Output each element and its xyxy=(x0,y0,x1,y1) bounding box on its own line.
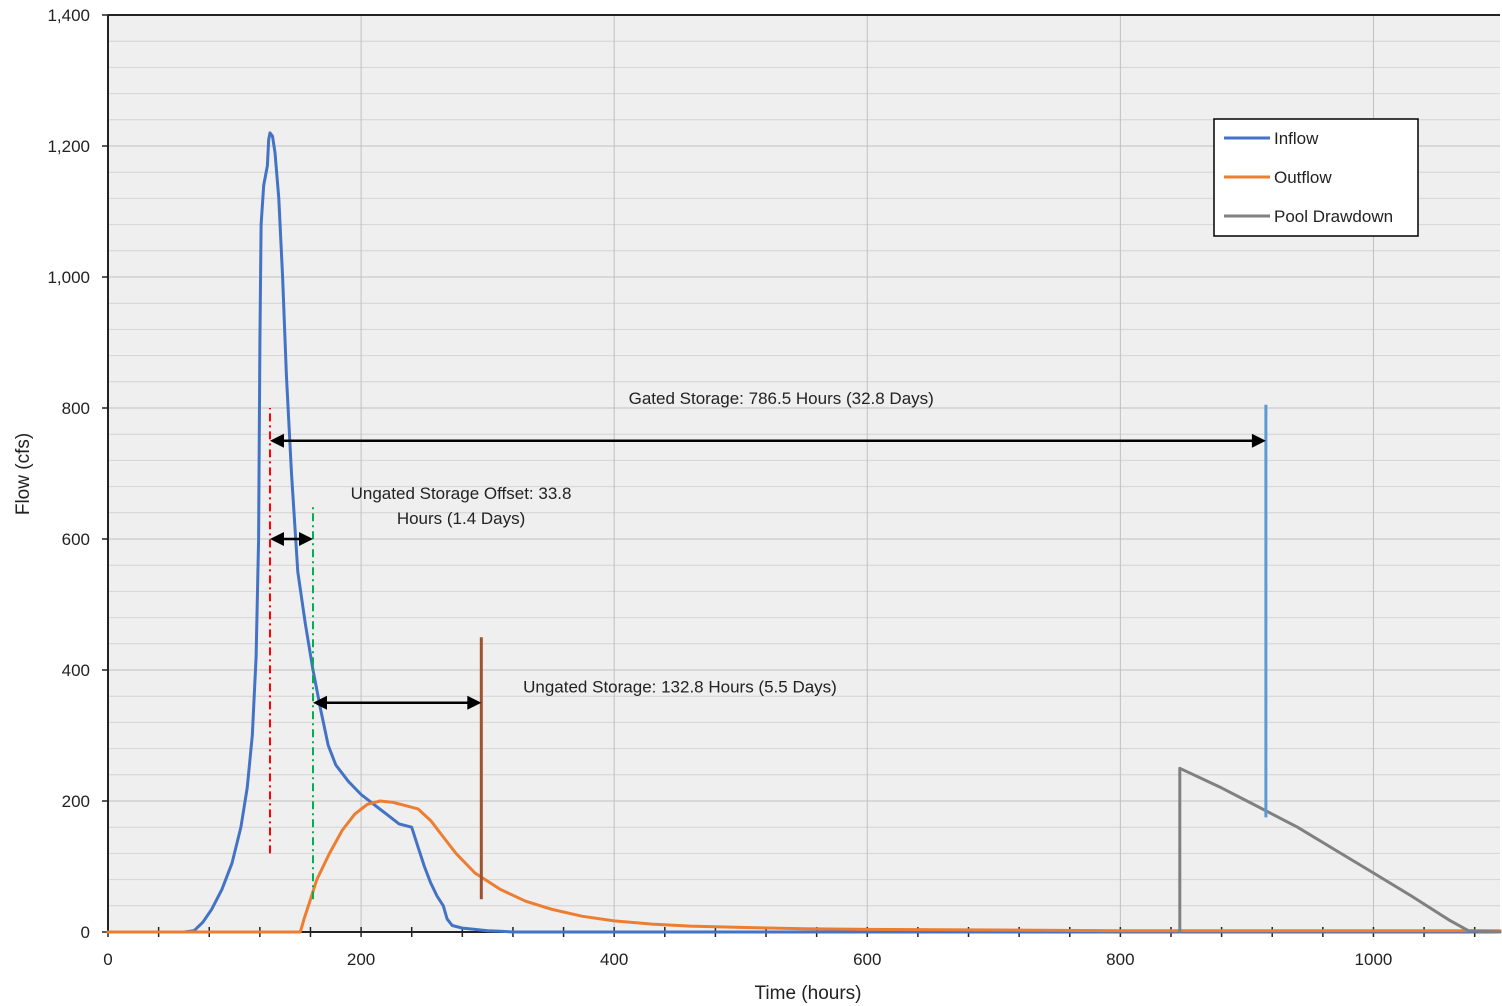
annotations: Gated Storage: 786.5 Hours (32.8 Days) Un… xyxy=(351,389,934,696)
y-axis-title: Flow (cfs) xyxy=(13,433,34,515)
annotation-line: Gated Storage: 786.5 Hours (32.8 Days) xyxy=(629,389,934,408)
series-layer xyxy=(106,131,1502,934)
legend-label-inflow: Inflow xyxy=(1274,129,1319,148)
x-axis-title: Time (hours) xyxy=(755,983,862,1004)
annotation-line: Ungated Storage: 132.8 Hours (5.5 Days) xyxy=(523,677,837,696)
x-tick-label: 800 xyxy=(1106,950,1134,969)
y-tick-label: 600 xyxy=(62,530,90,549)
annotation-text: Gated Storage: 786.5 Hours (32.8 Days) xyxy=(629,389,934,408)
y-tick-label: 0 xyxy=(81,923,90,942)
series-line-pool-drawdown xyxy=(1178,766,1502,934)
y-tick-label: 1,200 xyxy=(47,137,90,156)
legend: Inflow Outflow Pool Drawdown xyxy=(1213,118,1419,237)
legend-label-pool-drawdown: Pool Drawdown xyxy=(1274,207,1393,226)
minor-gridlines xyxy=(108,40,1500,907)
x-tick-label: 1000 xyxy=(1355,950,1393,969)
annotation-text: Ungated Storage: 132.8 Hours (5.5 Days) xyxy=(523,677,837,696)
annotation-line: Hours (1.4 Days) xyxy=(397,509,525,528)
series-line-outflow xyxy=(106,799,1502,934)
x-tick-label: 400 xyxy=(600,950,628,969)
y-tick-label: 800 xyxy=(62,399,90,418)
annotation-text: Ungated Storage Offset: 33.8 Hours (1.4 D… xyxy=(351,484,572,528)
y-tick-label: 1,000 xyxy=(47,268,90,287)
double-arrow xyxy=(313,695,482,710)
reference-lines xyxy=(268,404,1268,900)
annotation-line: Ungated Storage Offset: 33.8 xyxy=(351,484,572,503)
x-tick-label: 200 xyxy=(347,950,375,969)
dimension-arrows xyxy=(269,433,1266,710)
legend-label-outflow: Outflow xyxy=(1274,168,1332,187)
x-tick-label: 0 xyxy=(103,950,112,969)
series-line-inflow xyxy=(106,131,1502,934)
double-arrow xyxy=(269,532,314,546)
y-tick-label: 200 xyxy=(62,792,90,811)
tick-labels: 0 200 400 600 800 1,000 1,200 1,400 0 200 400 600 80… xyxy=(47,6,1392,969)
y-tick-label: 1,400 xyxy=(47,6,90,25)
y-tick-label: 400 xyxy=(62,661,90,680)
double-arrow xyxy=(269,433,1266,448)
x-tick-label: 600 xyxy=(853,950,881,969)
